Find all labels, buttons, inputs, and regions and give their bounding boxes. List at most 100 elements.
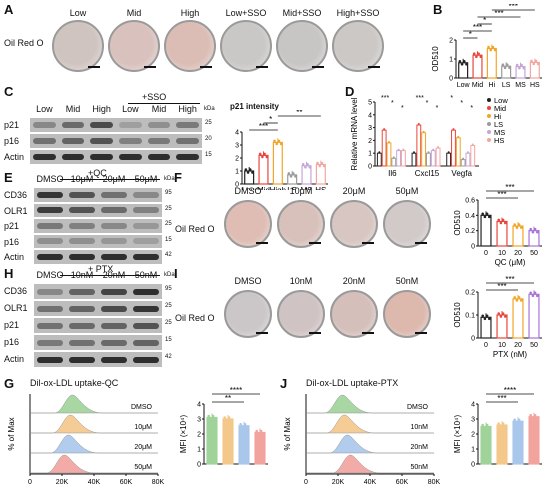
scale-bar — [256, 242, 268, 244]
histogram-curve — [30, 414, 158, 434]
data-point — [534, 59, 538, 63]
bar — [496, 424, 508, 465]
significance-label: *** — [416, 95, 424, 102]
data-point — [529, 291, 532, 295]
data-point — [508, 66, 511, 70]
blot-band — [101, 339, 127, 346]
kda-marker: 15 — [165, 337, 172, 343]
blot-band — [101, 253, 127, 260]
bar — [426, 152, 431, 167]
data-point — [287, 172, 291, 175]
data-point — [515, 63, 519, 67]
lane-label: Low — [36, 104, 53, 114]
track-label: 20μM — [134, 444, 152, 451]
y-tick-label: 0 — [471, 244, 475, 251]
blot-band — [147, 122, 171, 128]
track-label: 10nM — [410, 424, 428, 431]
kda-marker: 15 — [165, 236, 172, 243]
data-point — [273, 139, 276, 143]
significance-label: *** — [497, 282, 506, 291]
category-label: Mid — [257, 186, 270, 190]
data-point — [275, 142, 279, 146]
kda-marker: 95 — [165, 286, 172, 292]
data-point — [261, 155, 264, 159]
y-tick-label: 0.4 — [465, 213, 475, 220]
bar — [480, 316, 492, 339]
blot-band — [69, 356, 95, 363]
data-point — [504, 221, 507, 225]
blot-band — [37, 222, 63, 229]
blot-band — [37, 305, 63, 312]
category-label: LS — [502, 82, 511, 89]
blot-band — [133, 288, 159, 295]
y-tick-label: 2 — [197, 432, 201, 439]
bar — [496, 220, 508, 247]
x-tick-label: 20K — [56, 479, 69, 486]
data-point — [239, 422, 242, 426]
data-point — [491, 45, 495, 49]
lane-label: Mid — [151, 104, 167, 114]
data-point — [499, 315, 503, 318]
data-point — [465, 63, 468, 66]
culture-well — [164, 20, 216, 72]
kda-marker: 42 — [165, 252, 172, 258]
data-point — [529, 227, 532, 231]
data-point — [251, 171, 254, 174]
data-point — [258, 152, 262, 156]
significance-label: * — [483, 16, 486, 25]
blot-band — [101, 288, 127, 295]
category-label: HS — [530, 82, 540, 89]
y-tick-label: 2 — [471, 432, 475, 439]
blot-row-label: CD36 — [4, 286, 28, 296]
data-point — [504, 425, 507, 428]
bar — [391, 157, 397, 167]
blot-band — [101, 356, 127, 363]
significance-label: * — [450, 95, 453, 102]
blot-band — [37, 322, 63, 329]
group-label: Cxcl15 — [415, 169, 440, 178]
data-point — [532, 62, 536, 66]
bar — [512, 298, 524, 339]
bar — [472, 54, 483, 79]
culture-well — [224, 200, 272, 248]
data-point — [294, 175, 297, 178]
data-point — [497, 312, 500, 315]
scale-bar — [256, 332, 268, 334]
lane-label: High — [92, 104, 111, 114]
blot-band — [69, 238, 95, 245]
data-point — [279, 142, 283, 146]
kda-marker: 42 — [165, 354, 172, 360]
data-point — [481, 212, 484, 216]
blot-band — [90, 138, 113, 144]
culture-well — [220, 20, 272, 72]
row-label-i: Oil Red O — [175, 313, 215, 323]
well-label: Low+SSO — [225, 8, 267, 18]
well-label: 10nM — [289, 276, 313, 286]
data-point — [497, 422, 500, 425]
j-title: Dil-ox-LDL uptake-PTX — [306, 378, 399, 388]
significance-label: *** — [381, 95, 389, 102]
blot-row-label: p21 — [4, 221, 20, 231]
y-tick-label: 0 — [197, 462, 201, 469]
category-label: Low — [242, 186, 257, 190]
category-label: 50 — [530, 250, 538, 257]
bar — [376, 152, 382, 167]
y-axis-label: MFI (×10⁴) — [453, 415, 462, 454]
blot-band — [101, 305, 127, 312]
kda-marker: 25 — [165, 320, 172, 326]
panel-label-j: J — [280, 376, 288, 391]
blot-strip — [34, 301, 162, 316]
data-point — [483, 317, 487, 321]
significance-label: *** — [497, 190, 506, 199]
chart-g-mfi: 0 1 2 3 4 MFI (×10⁴) ****** — [179, 386, 268, 469]
blot-band — [133, 305, 159, 312]
culture-well — [332, 20, 384, 72]
significance-label: *** — [494, 9, 503, 18]
scale-bar — [368, 66, 380, 68]
legend-label: Mid — [494, 104, 506, 113]
y-axis-label: % of Max — [283, 417, 292, 450]
legend-marker — [487, 106, 491, 110]
panel-label-i: I — [174, 266, 178, 281]
group-line — [60, 275, 160, 276]
